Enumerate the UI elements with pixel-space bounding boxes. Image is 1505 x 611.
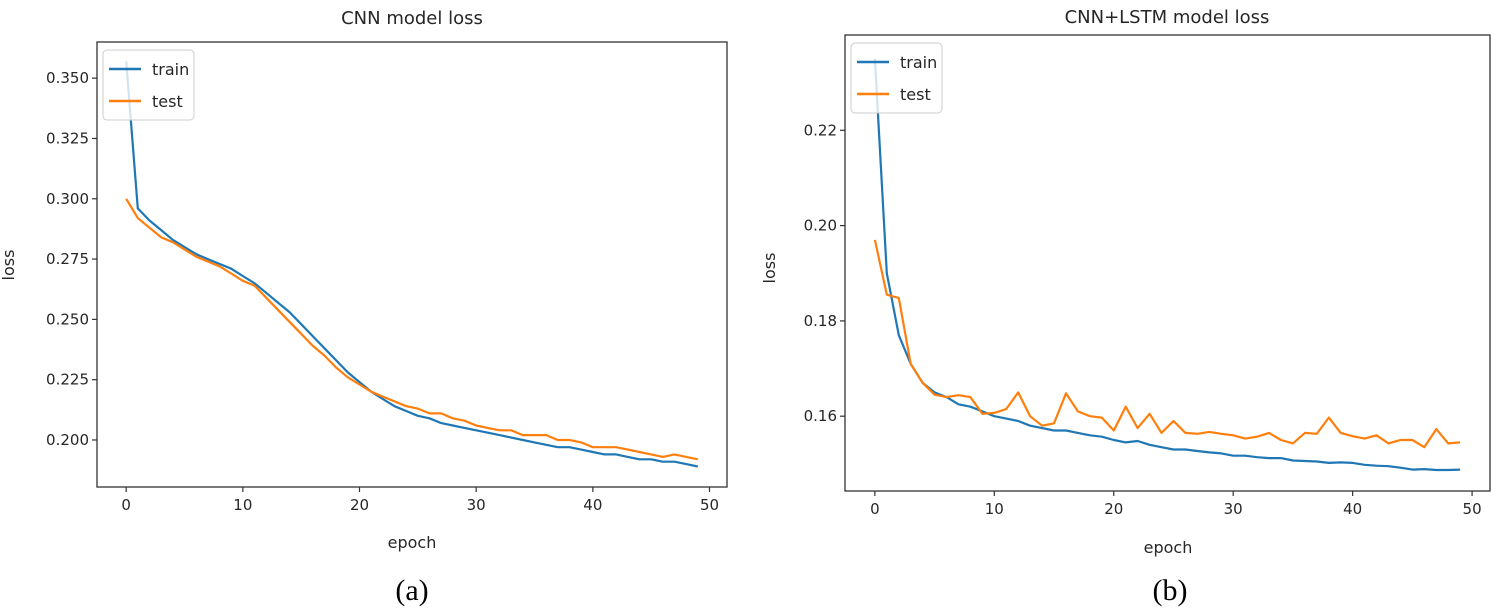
- x-tick-label: 30: [1224, 500, 1243, 518]
- x-tick-label: 0: [870, 500, 880, 518]
- chart-title: CNN+LSTM model loss: [1065, 7, 1270, 28]
- series-line-test: [125, 198, 699, 461]
- x-tick-label: 40: [583, 496, 602, 514]
- chart-title: CNN model loss: [341, 8, 483, 29]
- y-axis-label: loss: [0, 250, 18, 281]
- y-tick-label: 0.250: [46, 310, 89, 328]
- y-tick-label: 0.16: [804, 407, 837, 425]
- y-tick-label: 0.20: [804, 217, 837, 235]
- x-tick-label: 20: [1104, 500, 1123, 518]
- series-line-train: [125, 61, 699, 468]
- y-tick-label: 0.275: [46, 250, 89, 268]
- y-tick-label: 0.22: [804, 121, 837, 139]
- x-axis-label: epoch: [1144, 538, 1193, 557]
- plot-frame: [96, 41, 728, 488]
- y-tick-label: 0.200: [46, 431, 89, 449]
- plot-frame: [844, 34, 1491, 492]
- legend-label-train: train: [900, 53, 937, 72]
- x-tick-label: 30: [467, 496, 486, 514]
- legend-label-test: test: [900, 85, 931, 104]
- y-tick-label: 0.350: [46, 69, 89, 87]
- chart-b: CNN+LSTM model loss epoch loss (b) 0 10 20 30 40…: [760, 7, 1491, 607]
- figure-caption: (a): [395, 574, 428, 607]
- x-tick-label: 0: [121, 496, 131, 514]
- legend-box: [102, 49, 195, 121]
- legend-label-train: train: [152, 60, 189, 79]
- y-tick-label: 0.18: [804, 312, 837, 330]
- x-tick-label: 10: [985, 500, 1004, 518]
- x-tick-label: 20: [350, 496, 369, 514]
- series-line-test: [873, 239, 1461, 449]
- x-tick-label: 40: [1343, 500, 1362, 518]
- y-tick-label: 0.300: [46, 190, 89, 208]
- x-axis-label: epoch: [388, 533, 437, 552]
- y-tick-label: 0.225: [46, 371, 89, 389]
- y-axis-label: loss: [760, 253, 779, 284]
- series-line-train: [873, 58, 1461, 472]
- x-tick-label: 50: [1463, 500, 1482, 518]
- figure-caption: (b): [1153, 574, 1188, 607]
- legend-box: [850, 42, 943, 114]
- legend: train test: [850, 42, 943, 114]
- legend-label-test: test: [152, 92, 183, 111]
- legend: train test: [102, 49, 195, 121]
- chart-a: CNN model loss epoch loss (a) 0 10 20 30 40 50 0.2…: [0, 8, 728, 607]
- x-tick-label: 50: [700, 496, 719, 514]
- x-tick-label: 10: [233, 496, 252, 514]
- y-tick-label: 0.325: [46, 129, 89, 147]
